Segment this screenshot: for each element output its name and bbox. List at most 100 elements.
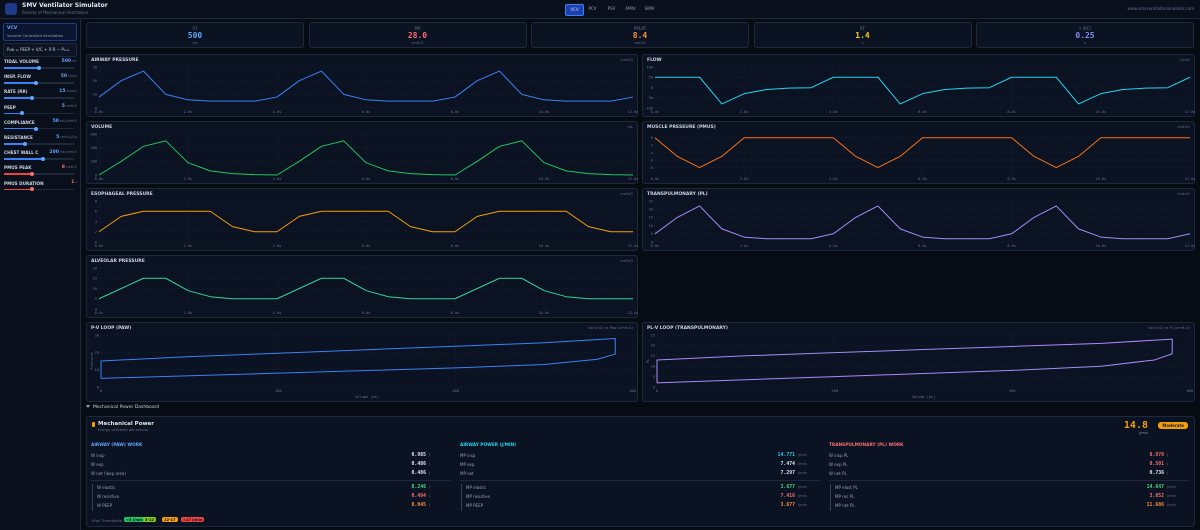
param-value-wrap: 500 mL xyxy=(62,59,77,64)
y-tick-label: 10 xyxy=(93,287,97,291)
app-subtitle: Society of Mechanical Ventilation xyxy=(22,10,89,15)
mode-tab[interactable]: SIMV xyxy=(644,6,655,11)
metric-value: 500 xyxy=(187,31,203,40)
y-tick-label: 0 xyxy=(95,240,97,244)
work-label: W exp PL xyxy=(829,462,848,467)
work-label: W insp xyxy=(91,453,105,458)
slider-thumb[interactable] xyxy=(30,96,34,101)
param-value: 8 xyxy=(61,164,65,170)
y-tick-label: 20 xyxy=(651,344,655,348)
slider-thumb[interactable] xyxy=(33,126,38,131)
work-heading: AIRWAY POWER (J/MIN) xyxy=(460,443,517,448)
y-tick-label: 400 xyxy=(91,146,98,150)
power-icon xyxy=(92,422,95,427)
x-tick-label: 2.0s xyxy=(740,244,749,248)
y-tick-label: 6 xyxy=(95,210,97,214)
chart-title: FLOW xyxy=(647,58,662,63)
sub-value: 14.647 xyxy=(1146,484,1164,490)
param-unit: L/min xyxy=(68,73,77,78)
param-value: 50 xyxy=(52,119,59,125)
slider-thumb[interactable] xyxy=(33,81,38,85)
slider-thumb[interactable] xyxy=(30,187,34,192)
x-tick-label: 0.0s xyxy=(95,244,104,248)
sub-unit: J/min xyxy=(798,485,807,489)
data-line xyxy=(655,76,1191,105)
slider-track[interactable] xyxy=(4,127,74,130)
x-tick-label: 10.0s xyxy=(539,311,550,315)
slider-track[interactable] xyxy=(4,143,74,145)
y-tick-label: 5 xyxy=(653,375,655,379)
y-tick-label: 25 xyxy=(649,199,653,203)
slider-track[interactable] xyxy=(4,188,74,191)
mode-tab[interactable]: PSV xyxy=(607,6,616,11)
x-tick-label: 12.0s xyxy=(1185,244,1196,248)
metric-label: PPLAT xyxy=(633,26,646,31)
slider-fill xyxy=(4,97,32,99)
param-value-wrap: 50 L/min xyxy=(61,74,77,79)
x-tick-label: 4.0s xyxy=(829,177,838,181)
toggle-arrow xyxy=(86,405,90,408)
chart-panel: PL-V LOOP (TRANSPULMONARY) Vol (mL) vs PL… xyxy=(642,322,1195,402)
x-tick-label: 10.0s xyxy=(539,244,550,248)
x-tick-label: 6.0s xyxy=(362,244,371,248)
slider-thumb[interactable] xyxy=(40,157,45,161)
sub-value: 0.045 xyxy=(411,502,426,508)
work-label: MP exp xyxy=(460,462,475,467)
y-tick-label: 600 xyxy=(91,132,98,136)
mode-tab[interactable]: PCV xyxy=(588,6,597,11)
power-unit: J/min xyxy=(1139,431,1148,435)
y-tick-label: 30 xyxy=(95,333,99,337)
work-value: 0.985 xyxy=(411,452,426,458)
sub-unit: J xyxy=(429,494,431,498)
slider-fill xyxy=(4,67,39,69)
sub-value: 3.677 xyxy=(780,502,795,508)
power-title: Mechanical Power xyxy=(98,421,154,427)
param-unit: cmH₂O xyxy=(65,164,77,169)
slider-thumb[interactable] xyxy=(23,141,27,146)
x-tick-label: 200 xyxy=(275,389,282,393)
chart-panel: ALVEOLAR PRESSURE cmH₂O 0 5 10 15 20 0.0s 2.0s 4.… xyxy=(86,255,638,318)
y-tick-label: -4 xyxy=(649,151,653,155)
metric-unit: s xyxy=(861,41,864,45)
slider-thumb[interactable] xyxy=(37,65,41,70)
slider-track[interactable] xyxy=(4,82,74,84)
x-tick-label: 6.0s xyxy=(918,110,927,114)
header-link: www.smvventilatorsimulator.com xyxy=(1127,6,1194,11)
sub-label: W elastic xyxy=(97,485,116,490)
chart: 0 5 10 15 20 25 0.0s 2.0s 4.0s 6.0s 8.0s 10.0s 12.0s xyxy=(649,199,1196,248)
slider-track[interactable] xyxy=(4,173,74,175)
slider-track[interactable] xyxy=(4,112,74,115)
slider-thumb[interactable] xyxy=(19,111,24,116)
param-value-wrap: 5 cmH₂O/L/s xyxy=(56,135,77,140)
data-line xyxy=(98,140,634,176)
equation: Pₐw = PEEP + V/C + V̇·R − Pₘᵤₛ xyxy=(7,47,70,52)
work-unit: J xyxy=(429,453,431,457)
sub-label: W resistive xyxy=(97,494,120,499)
metric-unit: cmH₂O xyxy=(411,41,424,45)
header: SMV Ventilator Simulator Society of Mecha… xyxy=(0,0,1200,19)
slider-fill xyxy=(4,127,36,130)
y-tick-label: 0 xyxy=(651,136,653,140)
dashboard-toggle[interactable]: Mechanical Power Dashboard xyxy=(86,405,159,410)
x-tick-label: 400 xyxy=(1009,389,1016,393)
work-value: 0.486 xyxy=(411,461,426,467)
param-value: 1 xyxy=(71,180,75,186)
sub-value: 0.494 xyxy=(411,493,426,499)
y-tick-label: -100 xyxy=(644,106,653,110)
slider-thumb[interactable] xyxy=(30,172,34,177)
sub-value: 3.677 xyxy=(780,484,795,490)
mode-tab[interactable]: APRV xyxy=(625,6,636,11)
mode-tab[interactable]: VCV xyxy=(565,4,584,16)
chart: 0 5 10 15 20 25 0 200 400 600 Volume (mL) PL xyxy=(646,333,1193,399)
x-tick-label: 10.0s xyxy=(539,110,550,114)
x-tick-label: 2.0s xyxy=(184,311,193,315)
param-unit: br/min xyxy=(66,88,77,93)
slider-track[interactable] xyxy=(4,97,74,99)
chart-panel: TRANSPULMONARY (PL) cmH₂O 0 5 10 15 20 25 0.0s 2.… xyxy=(642,188,1195,251)
chart-title: TRANSPULMONARY (PL) xyxy=(647,192,708,197)
y-tick-label: 0 xyxy=(95,307,97,311)
sub-border xyxy=(461,484,462,511)
y-tick-label: 0 xyxy=(97,385,99,389)
